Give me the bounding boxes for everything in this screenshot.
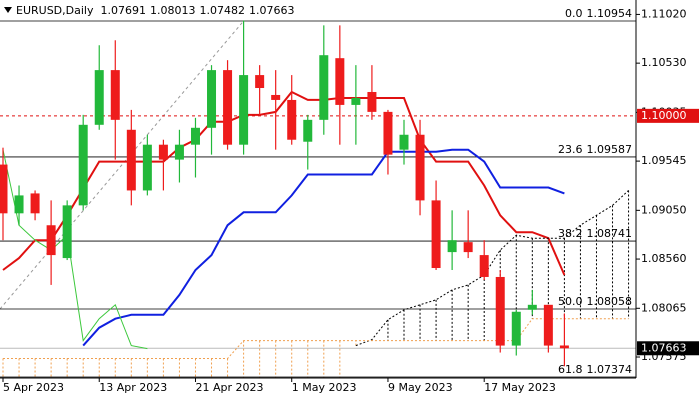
header-open: 1.07691 [100, 4, 146, 17]
x-tick-label: 17 May 2023 [484, 381, 556, 394]
y-tick-label: 1.08065 [641, 301, 687, 314]
indicator-line [3, 318, 629, 359]
menu-arrow[interactable] [4, 7, 12, 13]
fib-label: 61.8 1.07374 [558, 363, 632, 376]
x-tick-label: 1 May 2023 [292, 381, 357, 394]
fib-trendline [0, 20, 244, 310]
header-close: 1.07663 [249, 4, 295, 17]
candle-body [46, 225, 56, 256]
fib-label: 50.0 1.08058 [558, 295, 632, 308]
candle-body [303, 119, 313, 142]
fib-label: 23.6 1.09587 [558, 143, 632, 156]
candle-body [559, 345, 569, 349]
fib-price: 1.08058 [587, 295, 633, 308]
x-tick-label: 21 Apr 2023 [195, 381, 263, 394]
candle-body [415, 134, 425, 201]
candle-body [511, 311, 521, 346]
y-tick-label: 1.11020 [641, 7, 687, 20]
candle-body [158, 144, 168, 160]
fib-label: 0.0 1.10954 [565, 7, 632, 20]
fib-ratio: 61.8 [558, 363, 583, 376]
indicator-line [2, 90, 566, 276]
candle-body [223, 70, 233, 145]
candle-body [351, 97, 361, 105]
candle-body [479, 255, 489, 277]
fib-ratio: 0.0 [565, 7, 583, 20]
x-tick-label: 9 May 2023 [388, 381, 453, 394]
candle-body [399, 134, 409, 150]
candle-body [0, 164, 8, 214]
y-tick-label: 1.08560 [641, 252, 687, 265]
candle-body [335, 58, 345, 105]
candle-body [207, 70, 217, 128]
candle-body [142, 144, 152, 191]
indicator-line [355, 190, 629, 347]
current-price-box [637, 341, 699, 356]
header-high: 1.08013 [150, 4, 196, 17]
indicator-line [82, 148, 565, 347]
fib-ratio: 23.6 [558, 143, 583, 156]
y-tick-label: 1.09050 [641, 203, 687, 216]
candle-body [463, 242, 473, 253]
candle-body [495, 276, 505, 346]
candle-body [255, 75, 265, 89]
fib-price: 1.09587 [587, 143, 633, 156]
x-tick-label: 5 Apr 2023 [3, 381, 64, 394]
chart-title: EURUSD,Daily [16, 4, 94, 17]
header-low: 1.07482 [199, 4, 245, 17]
candle-body [447, 240, 457, 253]
fib-price: 1.10954 [587, 7, 633, 20]
candle-body [126, 129, 136, 191]
candle-body [383, 111, 393, 155]
candle-body [287, 99, 297, 140]
candle-body [367, 91, 377, 112]
plot-area: 0.0 1.10954 23.6 1.09587 38.2 1.08741 50.0 1.08… [0, 7, 636, 378]
fib-price: 1.08741 [587, 227, 633, 240]
fib-ratio: 50.0 [558, 295, 583, 308]
candle-body [239, 75, 249, 145]
fib-price: 1.07374 [587, 363, 633, 376]
candle-body [110, 70, 120, 120]
y-tick-label: 1.09545 [641, 154, 687, 167]
candle-body [271, 94, 281, 100]
candle-body [30, 193, 40, 214]
price-line-box [637, 108, 699, 123]
indicator-line [2, 149, 148, 350]
y-tick-label: 1.10530 [641, 56, 687, 69]
candle-body [431, 200, 441, 269]
candle-body [319, 55, 329, 120]
candle-body [14, 195, 24, 214]
candle-body [94, 70, 104, 125]
chart-header: EURUSD,Daily 1.07691 1.08013 1.07482 1.07663 [16, 4, 294, 17]
candle-body [527, 304, 537, 310]
x-tick-label: 13 Apr 2023 [99, 381, 167, 394]
candle-body [62, 205, 72, 259]
candle-body [174, 144, 184, 160]
current-price-label: 1.07663 [641, 341, 687, 354]
candle-body [78, 124, 88, 206]
candle-body [190, 127, 200, 145]
candle-body [543, 304, 553, 346]
fib-label: 38.2 1.08741 [558, 227, 632, 240]
price-line-label: 1.10000 [641, 109, 687, 122]
